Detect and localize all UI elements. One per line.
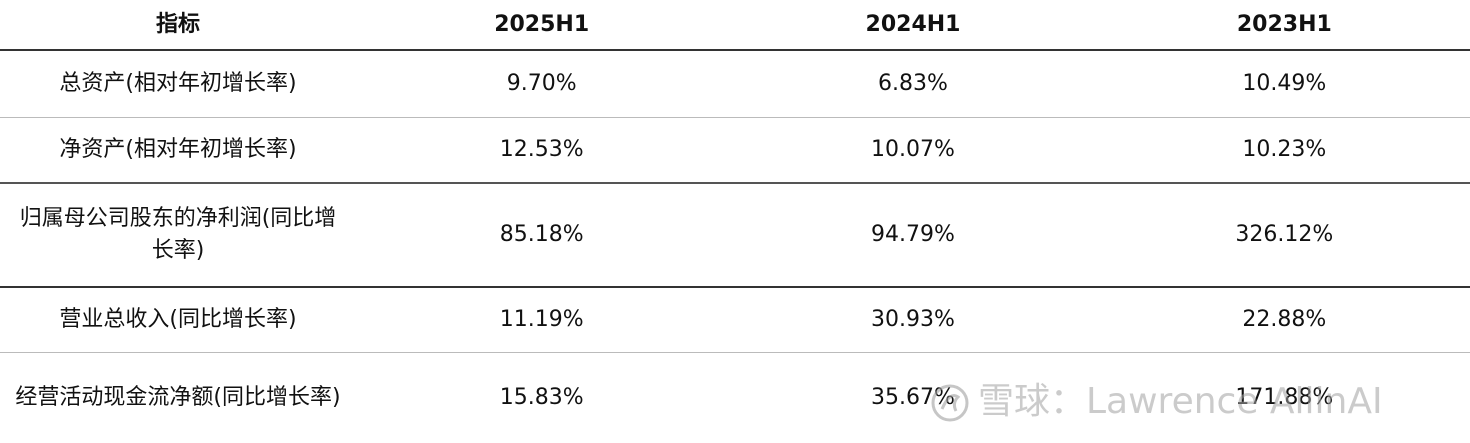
value-cell: 10.07% (727, 118, 1098, 184)
value-cell: 10.49% (1099, 50, 1470, 118)
header-cell: 2023H1 (1099, 0, 1470, 50)
value-cell: 22.88% (1099, 287, 1470, 353)
value-cell: 94.79% (727, 183, 1098, 287)
header-cell: 2024H1 (727, 0, 1098, 50)
header-cell: 指标 (0, 0, 356, 50)
row-label: 营业总收入(同比增长率) (0, 287, 356, 353)
header-cell: 2025H1 (356, 0, 727, 50)
value-cell: 171.88% (1099, 353, 1470, 443)
value-cell: 85.18% (356, 183, 727, 287)
table-row: 营业总收入(同比增长率)11.19%30.93%22.88% (0, 287, 1470, 353)
row-label: 总资产(相对年初增长率) (0, 50, 356, 118)
row-label: 经营活动现金流净额(同比增长率) (0, 353, 356, 443)
table-row: 归属母公司股东的净利润(同比增长率)85.18%94.79%326.12% (0, 183, 1470, 287)
value-cell: 11.19% (356, 287, 727, 353)
row-label: 归属母公司股东的净利润(同比增长率) (0, 183, 356, 287)
table-row: 净资产(相对年初增长率)12.53%10.07%10.23% (0, 118, 1470, 184)
value-cell: 12.53% (356, 118, 727, 184)
value-cell: 326.12% (1099, 183, 1470, 287)
table-body: 总资产(相对年初增长率)9.70%6.83%10.49%净资产(相对年初增长率)… (0, 50, 1470, 443)
value-cell: 9.70% (356, 50, 727, 118)
table-row: 总资产(相对年初增长率)9.70%6.83%10.49% (0, 50, 1470, 118)
value-cell: 15.83% (356, 353, 727, 443)
value-cell: 30.93% (727, 287, 1098, 353)
value-cell: 10.23% (1099, 118, 1470, 184)
value-cell: 35.67% (727, 353, 1098, 443)
value-cell: 6.83% (727, 50, 1098, 118)
row-label: 净资产(相对年初增长率) (0, 118, 356, 184)
table-row: 经营活动现金流净额(同比增长率)15.83%35.67%171.88% (0, 353, 1470, 443)
